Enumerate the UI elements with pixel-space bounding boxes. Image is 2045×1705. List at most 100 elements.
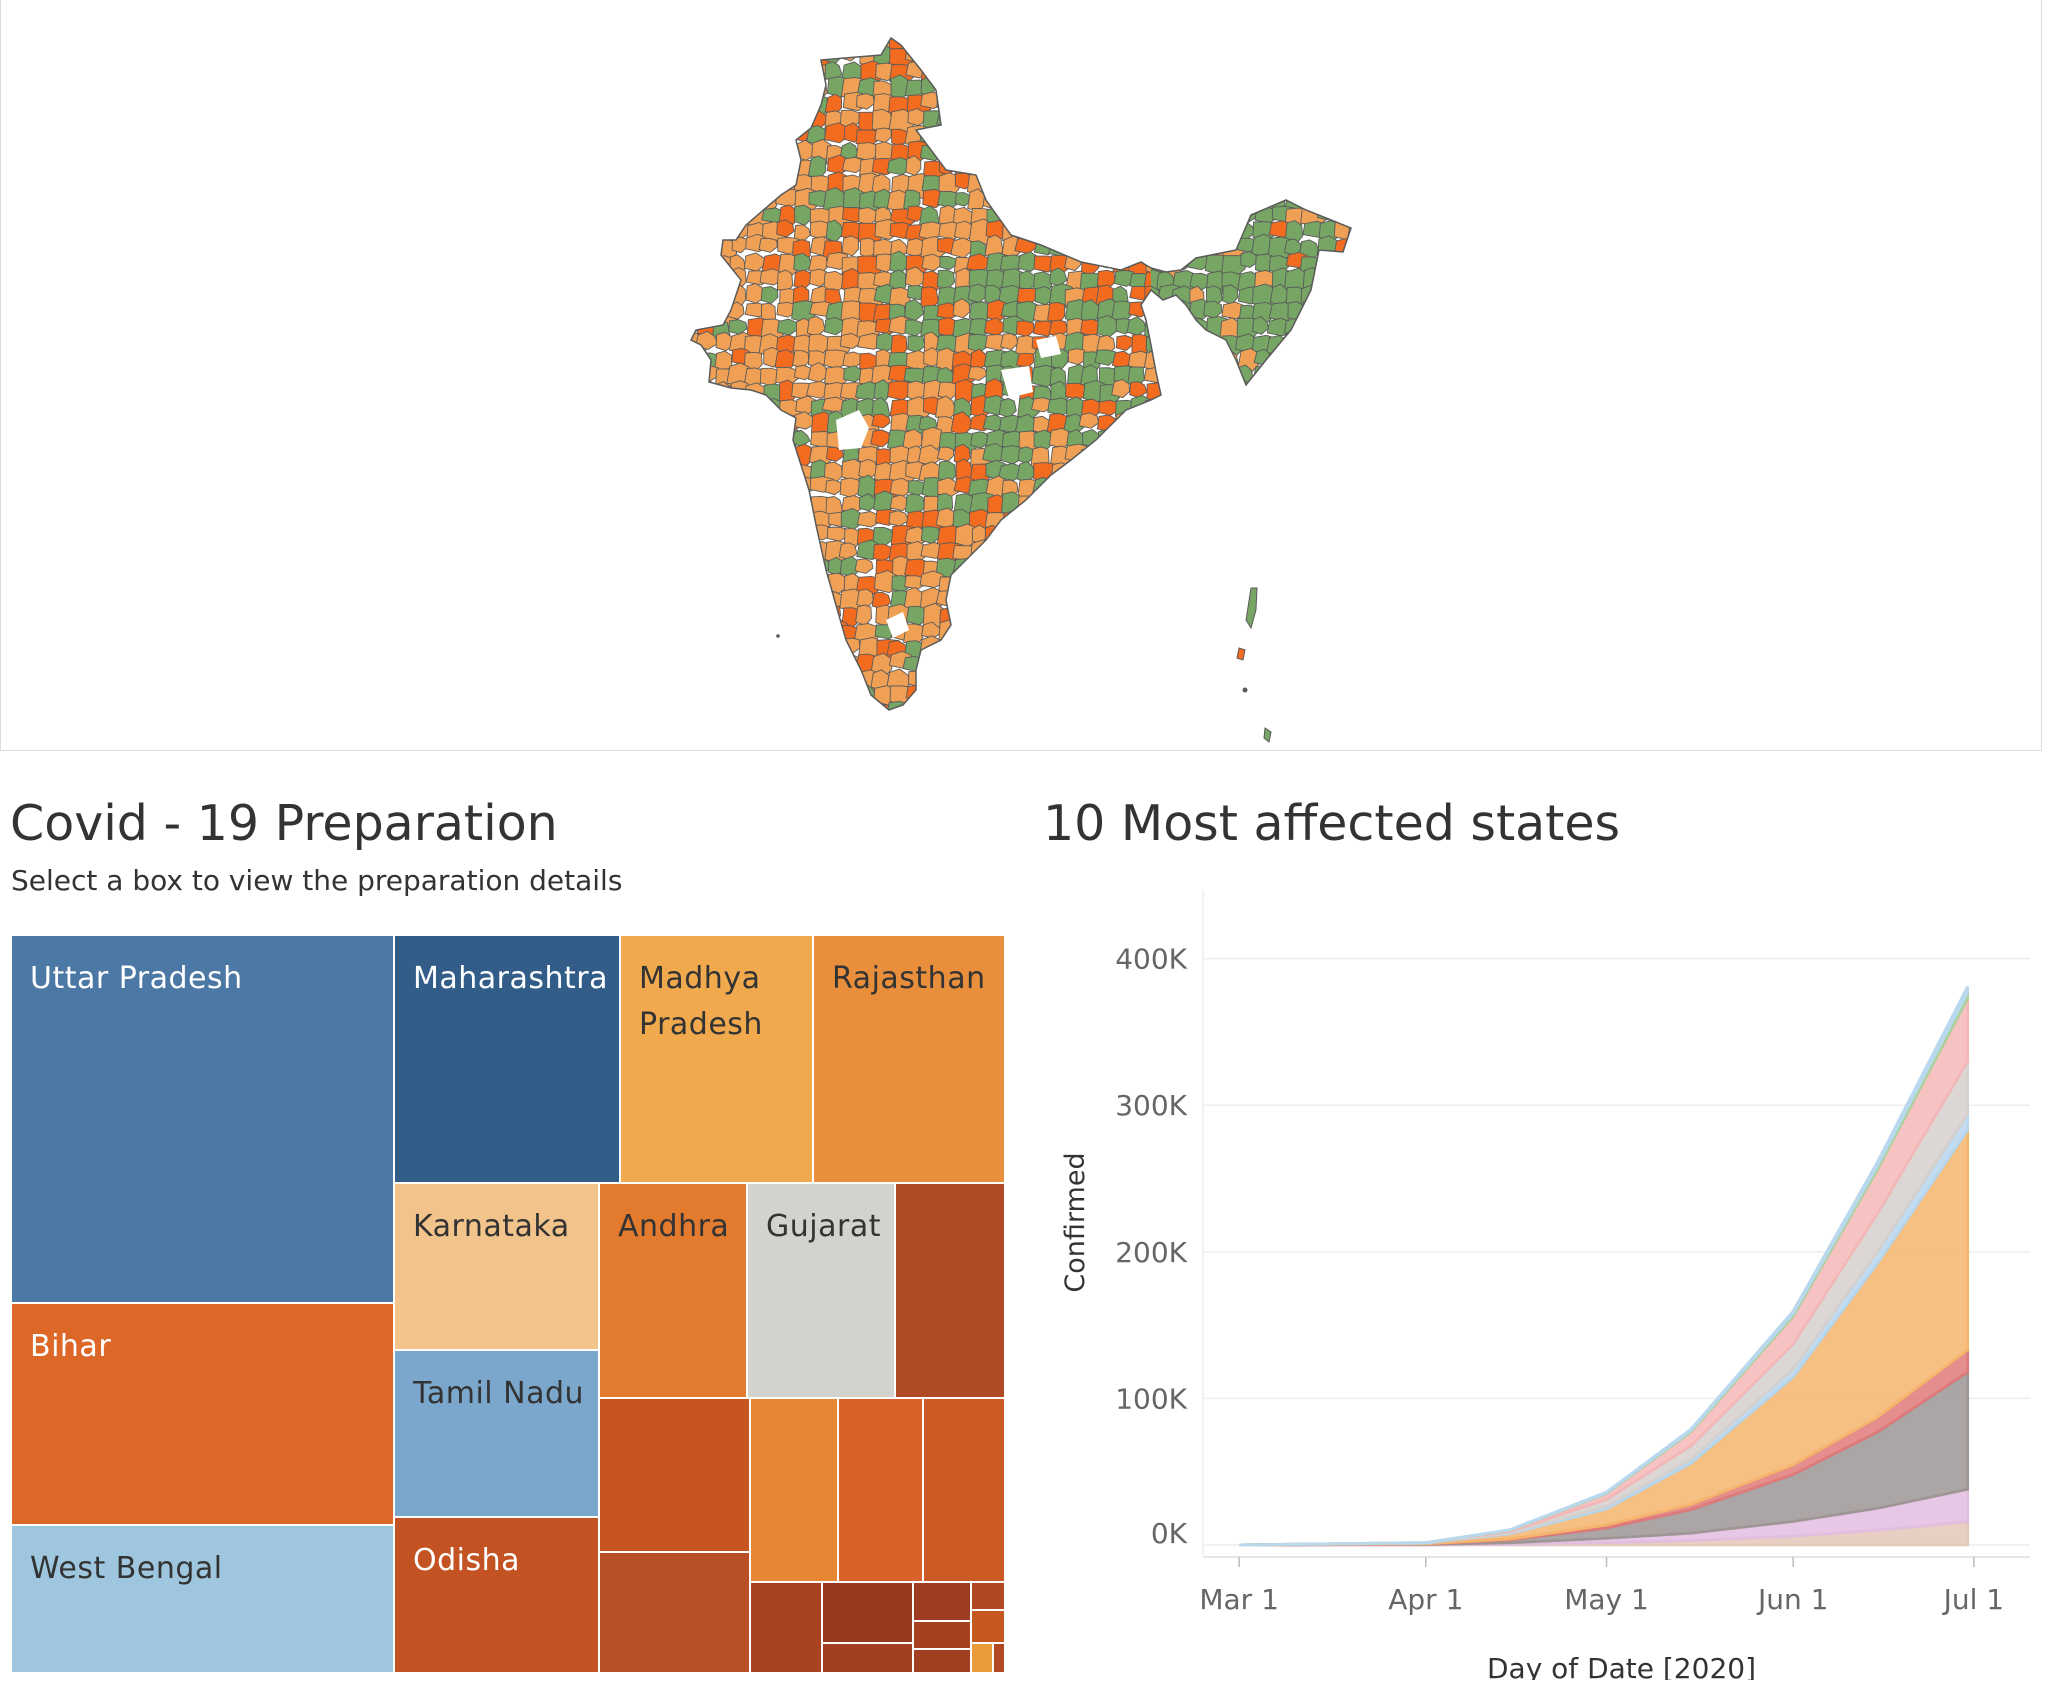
district-region[interactable] — [1145, 141, 1169, 159]
district-region[interactable] — [1334, 252, 1360, 277]
district-region[interactable] — [1128, 74, 1153, 101]
district-region[interactable] — [809, 640, 835, 662]
district-region[interactable] — [1047, 603, 1076, 629]
district-region[interactable] — [806, 666, 826, 692]
district-region[interactable] — [1066, 718, 1093, 737]
treemap-tile[interactable] — [971, 1582, 1005, 1610]
district-region[interactable] — [1002, 510, 1025, 531]
district-region[interactable] — [1002, 174, 1023, 197]
district-region[interactable] — [793, 670, 815, 688]
district-region[interactable] — [1188, 190, 1210, 215]
treemap-tile[interactable] — [599, 1552, 750, 1673]
district-region[interactable] — [1159, 138, 1185, 163]
district-region[interactable] — [1049, 172, 1070, 196]
district-region[interactable] — [1203, 365, 1228, 385]
district-region[interactable] — [1016, 651, 1042, 675]
district-region[interactable] — [779, 478, 799, 501]
district-region[interactable] — [710, 652, 734, 670]
district-region[interactable] — [1048, 59, 1068, 80]
district-region[interactable] — [1171, 189, 1195, 212]
district-region[interactable] — [1113, 560, 1139, 580]
district-region[interactable] — [1019, 270, 1036, 292]
district-region[interactable] — [729, 431, 757, 449]
district-region[interactable] — [1080, 509, 1099, 525]
district-region[interactable] — [1033, 685, 1060, 704]
district-region[interactable] — [1160, 491, 1179, 513]
district-region[interactable] — [1282, 381, 1310, 407]
district-region[interactable] — [1144, 718, 1164, 737]
district-region[interactable] — [728, 80, 752, 96]
district-region[interactable] — [1019, 572, 1039, 596]
treemap-tile[interactable] — [971, 1643, 993, 1673]
district-region[interactable] — [807, 155, 827, 181]
district-region[interactable] — [1144, 461, 1170, 484]
district-region[interactable] — [938, 671, 964, 697]
district-region[interactable] — [838, 542, 858, 561]
district-region[interactable] — [871, 413, 891, 429]
district-region[interactable] — [1049, 478, 1070, 502]
district-region[interactable] — [806, 650, 827, 678]
treemap-tile-bihar[interactable]: Bihar — [11, 1303, 394, 1525]
district-region[interactable] — [714, 591, 732, 614]
district-region[interactable] — [1348, 270, 1372, 288]
district-region[interactable] — [681, 349, 710, 373]
district-region[interactable] — [776, 219, 795, 238]
district-region[interactable] — [999, 138, 1018, 166]
district-region[interactable] — [747, 140, 767, 164]
treemap-tile-tamil-nadu[interactable]: Tamil Nadu — [394, 1350, 599, 1517]
district-region[interactable] — [1189, 331, 1207, 350]
district-region[interactable] — [1348, 364, 1365, 388]
district-region[interactable] — [694, 413, 720, 439]
district-region[interactable] — [1015, 125, 1043, 146]
district-region[interactable] — [1051, 575, 1071, 591]
district-region[interactable] — [1333, 203, 1351, 223]
district-region[interactable] — [1333, 270, 1360, 296]
district-region[interactable] — [1034, 91, 1056, 110]
district-region[interactable] — [697, 445, 722, 464]
district-region[interactable] — [857, 701, 882, 722]
district-region[interactable] — [744, 75, 770, 101]
district-region[interactable] — [727, 141, 750, 166]
district-region[interactable] — [1159, 398, 1178, 418]
district-region[interactable] — [826, 682, 846, 706]
district-region[interactable] — [984, 589, 1004, 615]
district-region[interactable] — [1113, 671, 1131, 693]
district-region[interactable] — [811, 589, 834, 608]
district-region[interactable] — [792, 429, 811, 447]
district-region[interactable] — [1110, 717, 1135, 734]
district-region[interactable] — [1017, 702, 1040, 727]
district-region[interactable] — [999, 588, 1018, 613]
district-region[interactable] — [1157, 349, 1182, 369]
district-region[interactable] — [1130, 671, 1148, 688]
district-region[interactable] — [1348, 284, 1371, 309]
district-region[interactable] — [1163, 382, 1185, 403]
district-region[interactable] — [1300, 382, 1321, 404]
district-region[interactable] — [694, 430, 716, 451]
district-region[interactable] — [762, 639, 784, 656]
district-region[interactable] — [712, 125, 740, 147]
district-region[interactable] — [999, 621, 1021, 638]
district-region[interactable] — [1128, 492, 1147, 520]
district-region[interactable] — [1083, 542, 1102, 561]
treemap-tile-madhya-pradesh[interactable]: Madhya Pradesh — [620, 935, 813, 1183]
district-region[interactable] — [761, 493, 782, 516]
district-region[interactable] — [1113, 444, 1137, 462]
district-region[interactable] — [763, 127, 782, 144]
district-region[interactable] — [1144, 656, 1169, 680]
district-region[interactable] — [841, 685, 866, 709]
district-region[interactable] — [921, 667, 941, 691]
district-region[interactable] — [681, 704, 705, 723]
district-region[interactable] — [1162, 443, 1191, 462]
district-region[interactable] — [1080, 59, 1104, 84]
district-region[interactable] — [1146, 605, 1172, 626]
district-region[interactable] — [1111, 590, 1138, 609]
district-region[interactable] — [1319, 285, 1338, 310]
district-region[interactable] — [937, 717, 959, 733]
district-region[interactable] — [1049, 622, 1072, 645]
district-region[interactable] — [710, 90, 732, 111]
district-region[interactable] — [711, 190, 737, 212]
district-region[interactable] — [1078, 412, 1100, 429]
district-region[interactable] — [936, 74, 955, 96]
treemap-tile[interactable] — [923, 1398, 1005, 1582]
district-region[interactable] — [760, 108, 785, 129]
